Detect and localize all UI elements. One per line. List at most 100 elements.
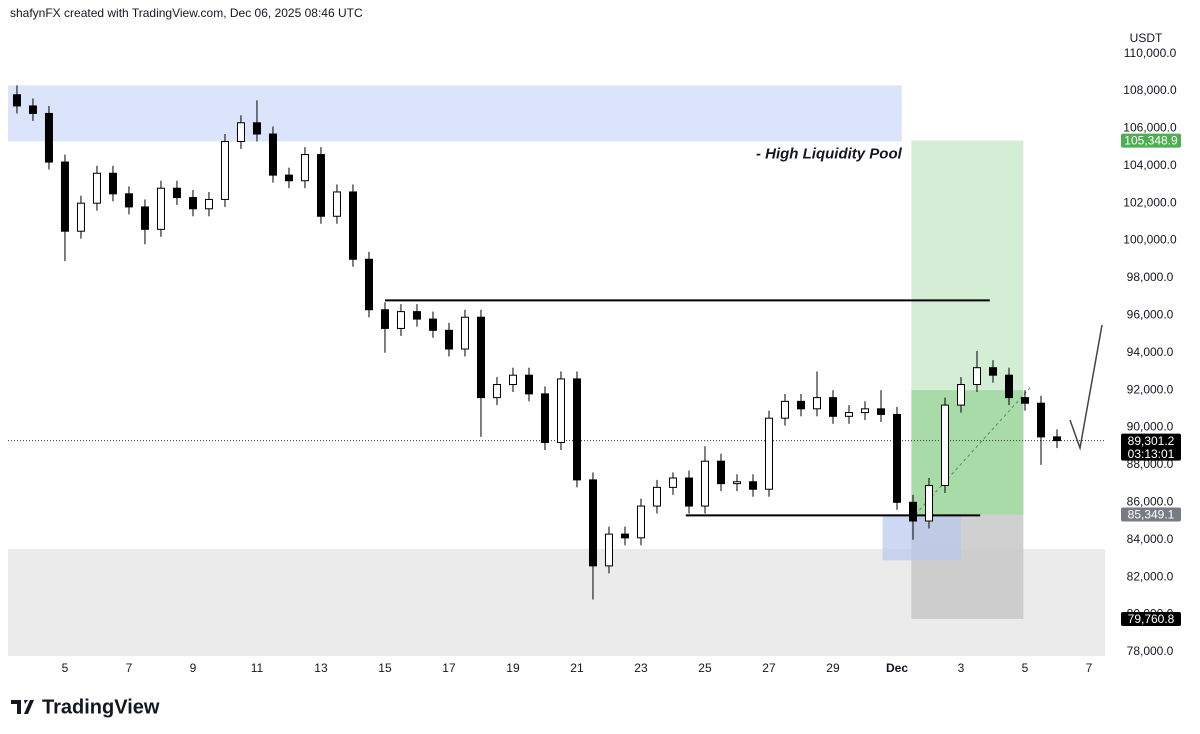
liquidity-zone (8, 85, 902, 142)
price-tag (1121, 611, 1181, 626)
candle-body (908, 501, 917, 522)
candle-body (188, 197, 197, 210)
candle-body (556, 378, 565, 443)
y-tick-label: 100,000.0 (1123, 233, 1177, 247)
x-tick-label: 7 (1086, 661, 1093, 675)
x-tick-label: 5 (1022, 661, 1029, 675)
candle-body (252, 122, 261, 135)
candle-body (156, 187, 165, 230)
candle-body (76, 202, 85, 232)
candle-body (924, 484, 933, 522)
price-tag-label: 85,349.1 (1128, 508, 1175, 522)
header: shafynFX created with TradingView.com, D… (10, 6, 363, 20)
candle-body (860, 408, 869, 414)
y-tick-label: 102,000.0 (1123, 195, 1177, 209)
candle-body (60, 161, 69, 232)
x-tick-label: 3 (958, 661, 965, 675)
price-tag-label: 105,348.9 (1124, 134, 1178, 148)
candle-body (396, 311, 405, 329)
candle-body (348, 191, 357, 260)
candle-body (844, 412, 853, 417)
candle-body (316, 154, 325, 217)
candle-body (268, 133, 277, 176)
x-tick-label: 7 (126, 661, 133, 675)
last-price-label: 89,301.2 (1128, 434, 1175, 448)
candle-body (428, 318, 437, 331)
price-tag (1121, 133, 1181, 148)
x-tick-label: 23 (634, 661, 648, 675)
candle-body (652, 486, 661, 507)
candle-body (588, 479, 597, 567)
y-tick-label: 86,000.0 (1127, 494, 1174, 508)
candle-body (572, 378, 581, 481)
candle-body (748, 481, 757, 490)
candle-body (940, 404, 949, 486)
y-tick-label: 108,000.0 (1123, 83, 1177, 97)
price-tag (1121, 507, 1181, 522)
y-tick-label: 78,000.0 (1127, 644, 1174, 658)
x-tick-label: 13 (314, 661, 328, 675)
candle-body (1036, 402, 1045, 438)
x-tick-label: Dec (886, 661, 908, 675)
candle-body (300, 154, 309, 182)
entry-zone (882, 514, 961, 561)
price-tag-label: 79,760.8 (1128, 612, 1175, 626)
y-tick-label: 98,000.0 (1127, 270, 1174, 284)
candle-body (412, 311, 421, 320)
candle-body (12, 94, 21, 107)
candle-body (172, 187, 181, 199)
zone-label: - High Liquidity Pool (756, 145, 903, 162)
candle-body (956, 384, 965, 406)
marks (12, 85, 1061, 600)
x-tick-label: 5 (62, 661, 69, 675)
candle-body (284, 174, 293, 182)
y-tick-label: 84,000.0 (1127, 532, 1174, 546)
x-tick-label: 21 (570, 661, 584, 675)
y-tick-label: 92,000.0 (1127, 382, 1174, 396)
candle-body (972, 367, 981, 386)
candle-body (460, 316, 469, 350)
candle-body (796, 400, 805, 410)
y-tick-label: 104,000.0 (1123, 158, 1177, 172)
currency: USDT (1130, 31, 1163, 45)
candle-body (1004, 374, 1013, 399)
candle-body (1020, 397, 1029, 404)
x-tick-label: 17 (442, 661, 456, 675)
candle-body (476, 316, 485, 399)
logo-icon (11, 700, 34, 714)
candle-body (892, 413, 901, 503)
candle-body (540, 393, 549, 443)
candle-body (604, 533, 613, 567)
y-tick-label: 90,000.0 (1127, 420, 1174, 434)
y-tick-label: 94,000.0 (1127, 345, 1174, 359)
candle-body (140, 206, 149, 230)
y-tick-label: 82,000.0 (1127, 569, 1174, 583)
candle-body (636, 505, 645, 539)
candle-body (764, 417, 773, 490)
candle-body (92, 172, 101, 204)
candle-body (668, 477, 677, 488)
candle-body (876, 408, 885, 415)
candle-body (44, 112, 53, 163)
last-price-tag (1121, 433, 1181, 461)
y-tick-label: 106,000.0 (1123, 121, 1177, 135)
candle-body (28, 105, 37, 114)
x-tick-label: 9 (190, 661, 197, 675)
y-tick-label: 96,000.0 (1127, 308, 1174, 322)
candle-body (332, 191, 341, 217)
x-tick-label: 27 (762, 661, 776, 675)
x-tick-label: 11 (251, 661, 264, 675)
candle-body (780, 400, 789, 419)
candle-body (380, 309, 389, 329)
candle-body (812, 397, 821, 410)
arrow (1069, 324, 1103, 451)
candle-body (204, 198, 213, 210)
candle-body (828, 397, 837, 417)
candle-body (732, 481, 741, 485)
candle-body (108, 172, 117, 195)
candle-body (1052, 436, 1061, 442)
trend-line (915, 385, 1033, 515)
candle-body (524, 374, 533, 395)
candle-body (988, 367, 997, 376)
